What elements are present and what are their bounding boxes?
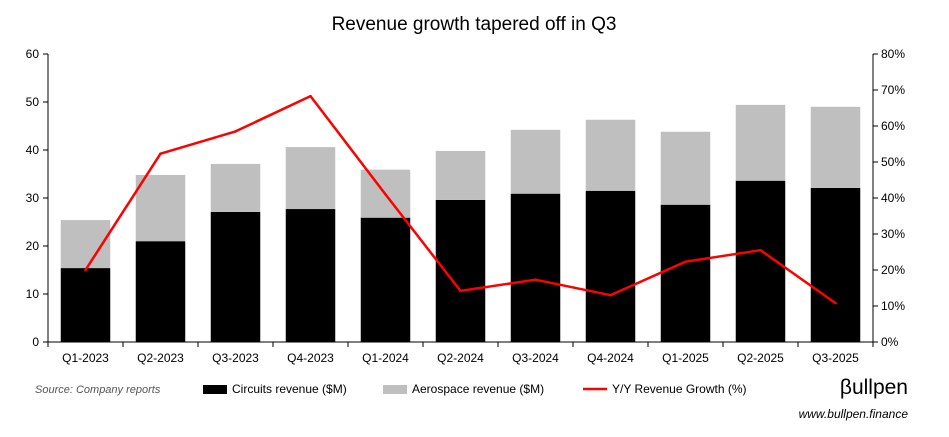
x-tick-label: Q2-2023 [137, 351, 184, 365]
growth-point [609, 293, 612, 297]
x-tick-label: Q3-2025 [812, 351, 859, 365]
y2-tick-label: 50% [881, 155, 905, 169]
growth-point [684, 260, 687, 264]
y-tick-label: 30 [26, 191, 40, 205]
bar-circuits [360, 217, 411, 342]
y2-tick-label: 0% [881, 335, 899, 349]
bar-aerospace [510, 129, 561, 194]
x-tick-label: Q1-2024 [362, 351, 409, 365]
bar-circuits [660, 204, 711, 342]
legend-label-aerospace: Aerospace revenue ($M) [412, 382, 544, 396]
x-tick-label: Q3-2024 [512, 351, 559, 365]
x-tick-label: Q4-2023 [287, 351, 334, 365]
plot-area: 0 10 20 30 40 50 60 0% 10% 20% 30% 40% 50% 60% 70% 80% Q… [26, 47, 906, 365]
bar-aerospace [210, 163, 261, 212]
bar-aerospace [135, 174, 186, 242]
growth-point [309, 94, 312, 98]
x-tick-label: Q3-2023 [212, 351, 259, 365]
bar-aerospace [435, 150, 486, 200]
bar-aerospace [810, 106, 861, 188]
growth-point [84, 268, 87, 272]
bar-circuits [510, 193, 561, 342]
website-link[interactable]: www.bullpen.finance [799, 407, 909, 421]
y2-tick-label: 70% [881, 83, 905, 97]
y2-tick-label: 80% [881, 47, 905, 61]
growth-point [459, 289, 462, 293]
legend-swatch-circuits [203, 385, 227, 394]
bar-aerospace [285, 147, 336, 210]
growth-point [834, 301, 837, 305]
y-tick-label: 40 [26, 143, 40, 157]
y-tick-label: 50 [26, 95, 40, 109]
legend: Source: Company reports Circuits revenue… [35, 382, 747, 396]
x-tick-label: Q4-2024 [587, 351, 634, 365]
y2-tick-label: 60% [881, 119, 905, 133]
bar-circuits [60, 268, 111, 342]
x-tick-label: Q2-2025 [737, 351, 784, 365]
chart-title: Revenue growth tapered off in Q3 [332, 14, 617, 35]
y-tick-label: 20 [26, 239, 40, 253]
bar-circuits [435, 199, 486, 342]
y-tick-label: 10 [26, 287, 40, 301]
bar-circuits [285, 209, 336, 342]
legend-swatch-aerospace [383, 385, 407, 394]
y2-tick-label: 30% [881, 227, 905, 241]
legend-label-circuits: Circuits revenue ($M) [232, 382, 347, 396]
bar-aerospace [735, 104, 786, 181]
bar-circuits [810, 187, 861, 342]
x-tick-label: Q2-2024 [437, 351, 484, 365]
growth-point [384, 193, 387, 196]
bar-circuits [135, 241, 186, 342]
bar-circuits [210, 211, 261, 342]
y2-tick-label: 10% [881, 299, 905, 313]
growth-point [234, 130, 237, 133]
y-tick-label: 60 [26, 47, 40, 61]
bar-circuits [585, 190, 636, 342]
growth-point [534, 278, 537, 282]
x-tick-label: Q1-2025 [662, 351, 709, 365]
y2-tick-label: 40% [881, 191, 905, 205]
growth-point [159, 152, 162, 156]
brand-logo: βullpen [840, 376, 908, 399]
x-tick-label: Q1-2023 [62, 351, 109, 365]
y-tick-label: 0 [32, 335, 39, 349]
bar-aerospace [585, 119, 636, 191]
growth-point [759, 248, 762, 252]
source-note: Source: Company reports [35, 384, 161, 396]
y2-tick-label: 20% [881, 263, 905, 277]
bar-aerospace [660, 131, 711, 205]
legend-label-growth: Y/Y Revenue Growth (%) [612, 382, 747, 396]
